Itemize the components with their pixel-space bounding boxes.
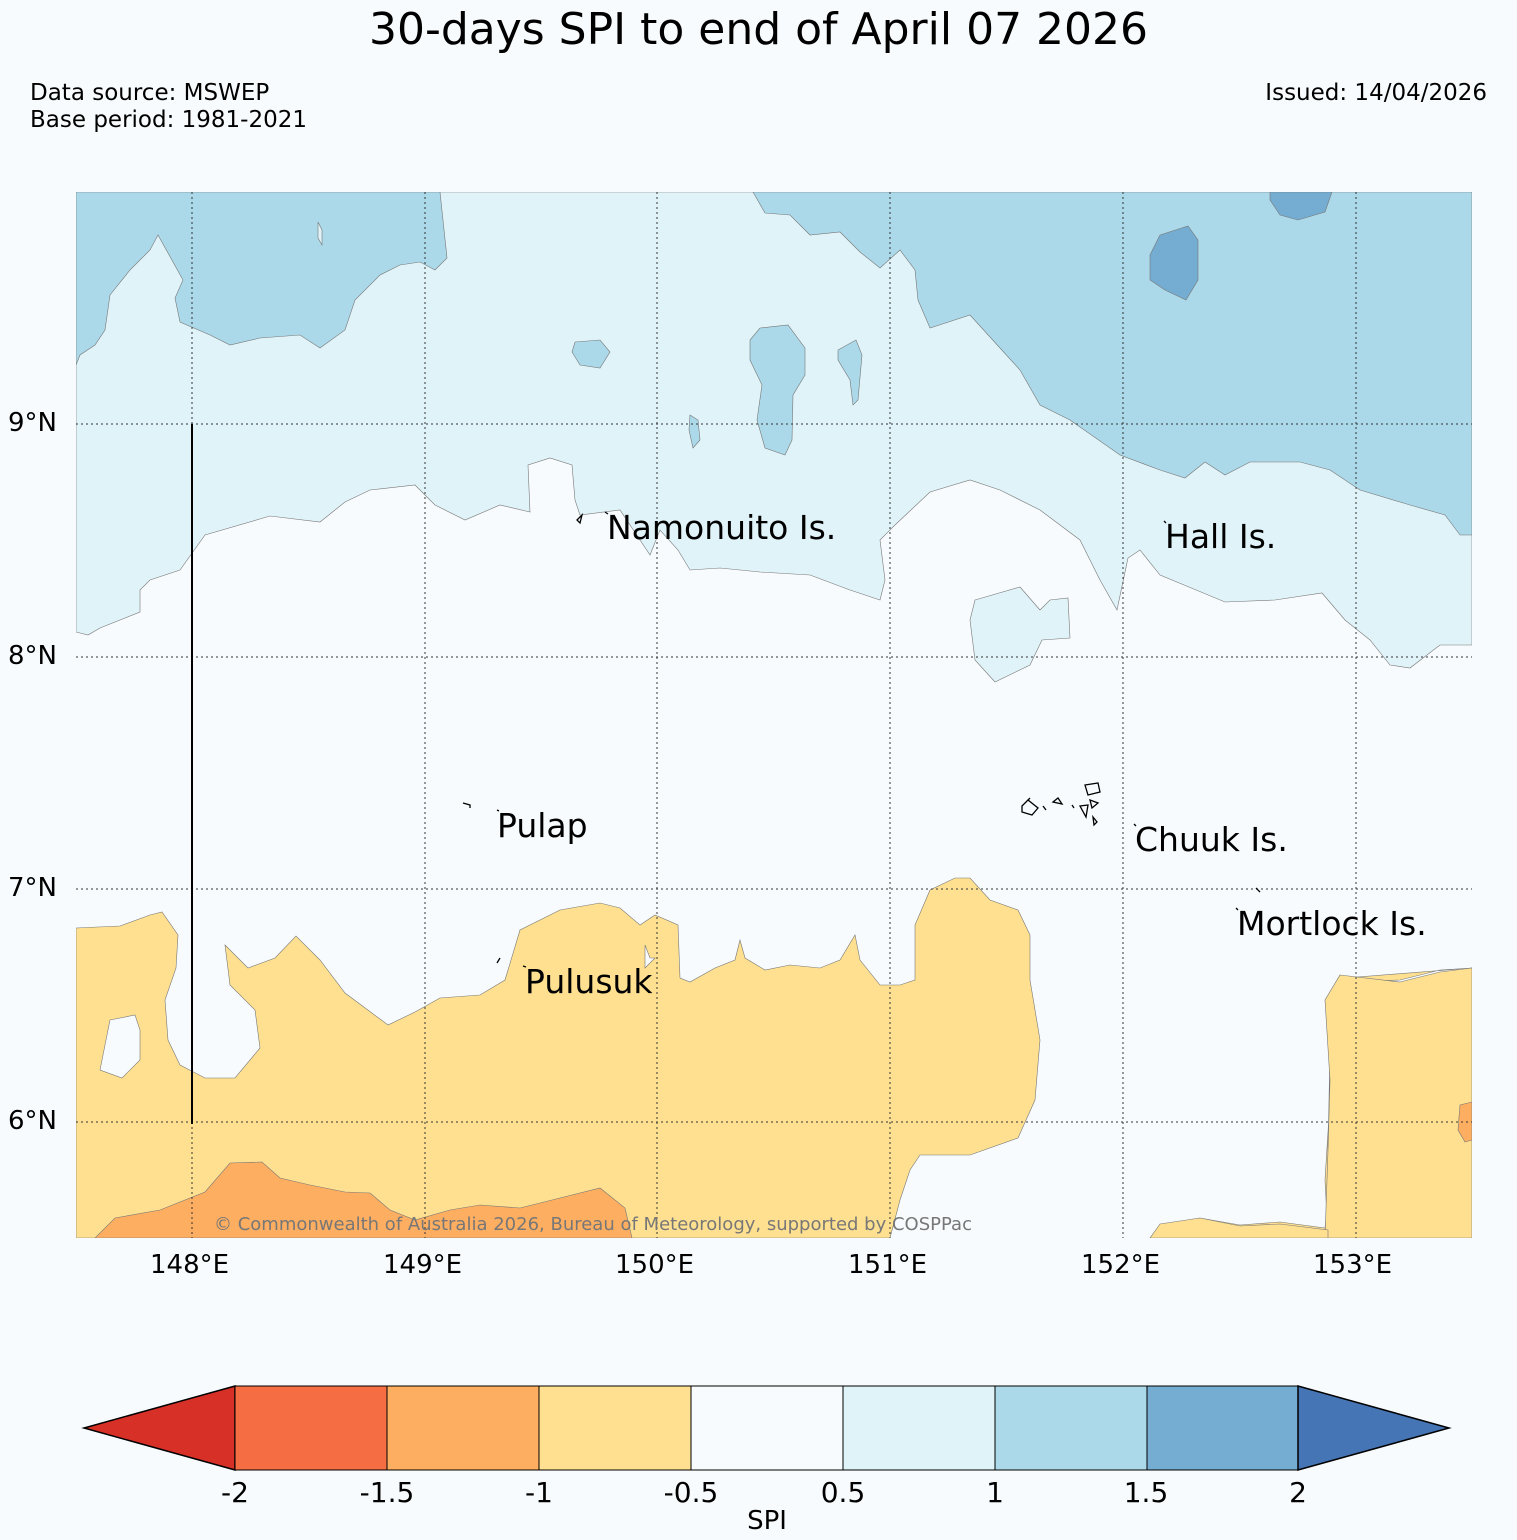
colorbar-tick: -1.5: [359, 1476, 415, 1509]
colorbar-extend-low: [81, 1385, 236, 1471]
wet-blob-3: [837, 339, 863, 406]
colorbar-segment: [690, 1385, 844, 1471]
colorbar-tick: -1: [525, 1476, 553, 1509]
colorbar-segment: [386, 1385, 540, 1471]
lon-label-153e: 153°E: [1313, 1250, 1393, 1280]
wet-blob-1: [571, 339, 611, 369]
colorbar-tick: 1: [986, 1476, 1004, 1509]
place-namonuito: Namonuito Is.: [607, 508, 837, 547]
meta-left: Data source: MSWEP Base period: 1981-202…: [30, 80, 307, 134]
copyright-notice: © Commonwealth of Australia 2026, Bureau…: [214, 1214, 972, 1235]
data-source: Data source: MSWEP: [30, 80, 270, 106]
colorbar-title: SPI: [747, 1506, 787, 1536]
dry-region-east-edge: [1457, 1101, 1472, 1143]
wet-blob-4: [688, 414, 701, 449]
base-period: Base period: 1981-2021: [30, 107, 308, 133]
slightly-dry-region-southeast-foot: [1149, 1217, 1329, 1238]
normal-hole-west: [99, 1014, 141, 1079]
issued-date: Issued: 14/04/2026: [1265, 80, 1487, 106]
place-pulusuk: Pulusuk: [525, 962, 653, 1001]
map-title: 30-days SPI to end of April 07 2026: [368, 4, 1149, 55]
wet-blob-2: [749, 324, 806, 456]
slightly-wet-blob: [969, 586, 1071, 683]
wet-region-northwest: [76, 192, 448, 366]
slightly-wet-hole: [317, 221, 323, 247]
very-wet-region-2: [1269, 192, 1333, 221]
colorbar-extend-high: [1297, 1385, 1452, 1471]
colorbar-tick: 0.5: [820, 1476, 866, 1509]
island-outlines: [462, 511, 1261, 968]
dry-region-south: [94, 1161, 633, 1238]
lat-label-8n: 8°N: [8, 641, 57, 671]
lon-label-152e: 152°E: [1081, 1250, 1161, 1280]
colorbar-segment: [538, 1385, 692, 1471]
lon-label-149e: 149°E: [383, 1250, 463, 1280]
wet-region-northeast: [752, 192, 1472, 536]
place-mortlock: Mortlock Is.: [1237, 904, 1427, 943]
normal-hole-small: [644, 944, 656, 969]
slightly-dry-region-southeast-main: [1324, 967, 1472, 1238]
slightly-dry-region-south: [76, 877, 1041, 1238]
colorbar-segment: [994, 1385, 1148, 1471]
lat-label-7n: 7°N: [8, 873, 57, 903]
colorbar-tick: -0.5: [663, 1476, 719, 1509]
lon-label-150e: 150°E: [615, 1250, 695, 1280]
colorbar-segment: [234, 1385, 388, 1471]
place-chuuk: Chuuk Is.: [1135, 820, 1288, 859]
lon-label-148e: 148°E: [150, 1250, 230, 1280]
place-pulap: Pulap: [497, 806, 588, 845]
lon-label-151e: 151°E: [848, 1250, 928, 1280]
colorbar-tick: -2: [221, 1476, 249, 1509]
place-hall: Hall Is.: [1165, 517, 1277, 556]
lat-label-9n: 9°N: [8, 408, 57, 438]
very-wet-region-1: [1149, 225, 1199, 301]
colorbar-tick: 2: [1289, 1476, 1307, 1509]
colorbar-tick: 1.5: [1123, 1476, 1169, 1509]
lat-label-6n: 6°N: [8, 1106, 57, 1136]
colorbar-segment: [1146, 1385, 1299, 1471]
spi-map: [76, 192, 1472, 1238]
colorbar-segment: [842, 1385, 996, 1471]
